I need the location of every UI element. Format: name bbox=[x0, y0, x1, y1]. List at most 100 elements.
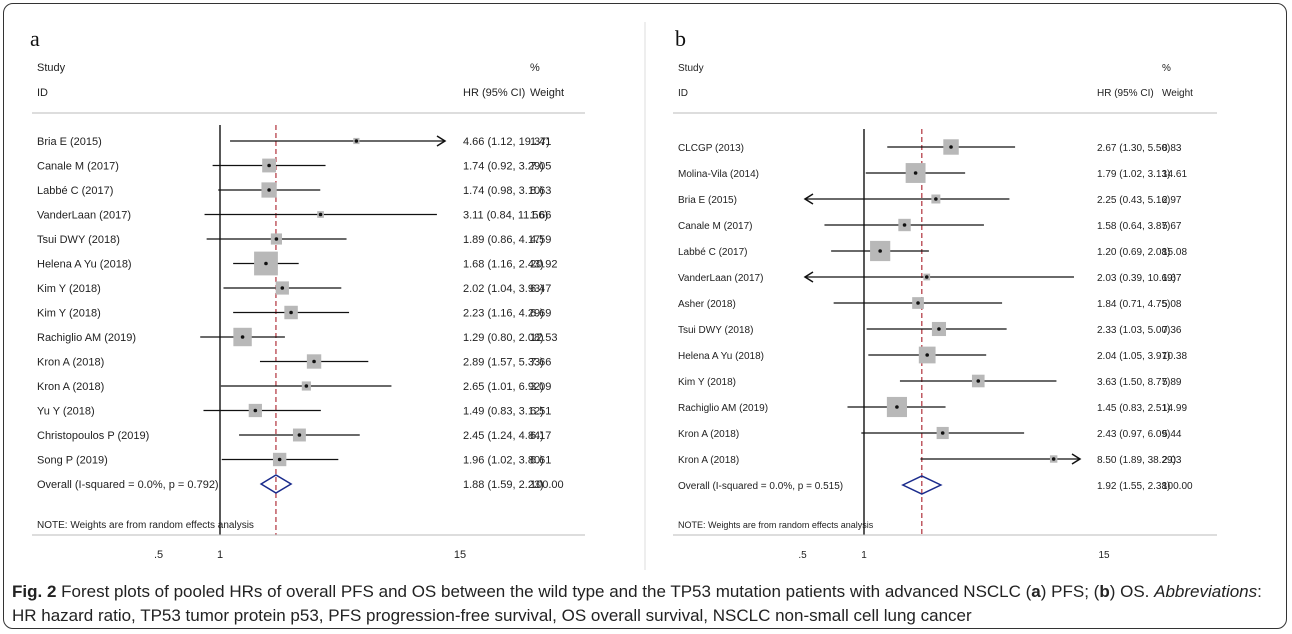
header-hr-ci: HR (95% CI) bbox=[463, 87, 525, 99]
point-estimate bbox=[925, 353, 929, 357]
study-weight: 6.51 bbox=[530, 406, 551, 418]
study-label: Kim Y (2018) bbox=[37, 308, 101, 320]
header-pct: % bbox=[1162, 63, 1171, 74]
point-estimate bbox=[318, 212, 323, 217]
study-weight: 6.17 bbox=[530, 430, 551, 442]
study-label: VanderLaan (2017) bbox=[678, 273, 763, 284]
caption-panel-a: a bbox=[1031, 582, 1041, 601]
weights-note: NOTE: Weights are from random effects an… bbox=[678, 520, 874, 530]
point-estimate bbox=[267, 188, 271, 192]
study-weight: 8.83 bbox=[1162, 143, 1182, 154]
overall-hr-ci: 1.88 (1.59, 2.23) bbox=[463, 479, 544, 491]
ci-arrow-left bbox=[803, 271, 814, 283]
figure-frame bbox=[3, 3, 1287, 629]
study-hr-ci: 1.45 (0.83, 2.51) bbox=[1097, 403, 1170, 414]
point-estimate bbox=[937, 327, 941, 331]
study-hr-ci: 1.74 (0.98, 3.10) bbox=[463, 185, 544, 197]
study-hr-ci: 1.20 (0.69, 2.08) bbox=[1097, 247, 1170, 258]
study-label: Tsui DWY (2018) bbox=[678, 325, 753, 336]
point-estimate bbox=[354, 139, 359, 143]
study-weight: 14.61 bbox=[1162, 169, 1187, 180]
ci-arrow-left bbox=[803, 193, 814, 205]
study-hr-ci: 2.65 (1.01, 6.92) bbox=[463, 381, 544, 393]
study-weight: 1.41 bbox=[530, 136, 551, 148]
point-estimate bbox=[289, 310, 293, 315]
study-hr-ci: 1.68 (1.16, 2.43) bbox=[463, 259, 544, 271]
panel-label-b: b bbox=[675, 26, 686, 51]
caption-abbr-title: Abbreviations bbox=[1154, 582, 1258, 601]
study-label: Kim Y (2018) bbox=[37, 283, 101, 295]
study-hr-ci: 1.96 (1.02, 3.80) bbox=[463, 455, 544, 467]
study-weight: 1.66 bbox=[530, 210, 551, 222]
x-tick-label: 1 bbox=[217, 549, 223, 561]
study-weight: 6.69 bbox=[530, 308, 551, 320]
study-label: CLCGP (2013) bbox=[678, 143, 744, 154]
study-label: VanderLaan (2017) bbox=[37, 210, 131, 222]
study-hr-ci: 2.23 (1.16, 4.29) bbox=[463, 308, 544, 320]
point-estimate bbox=[312, 359, 316, 364]
study-hr-ci: 2.25 (0.43, 5.16) bbox=[1097, 195, 1170, 206]
point-estimate bbox=[913, 171, 918, 175]
study-weight: 7.66 bbox=[530, 357, 551, 369]
overall-weight: 100.00 bbox=[1162, 481, 1193, 492]
point-estimate bbox=[267, 163, 271, 168]
overall-diamond bbox=[259, 474, 293, 494]
study-hr-ci: 2.04 (1.05, 3.97) bbox=[1097, 351, 1170, 362]
point-estimate bbox=[297, 433, 302, 437]
overall-label: Overall (I-squared = 0.0%, p = 0.515) bbox=[678, 481, 843, 492]
figure-caption: Fig. 2 Forest plots of pooled HRs of ove… bbox=[12, 580, 1280, 628]
ci-arrow-right bbox=[436, 135, 447, 147]
panel-label-a: a bbox=[30, 26, 40, 51]
point-estimate bbox=[280, 286, 285, 290]
study-hr-ci: 2.67 (1.30, 5.50) bbox=[1097, 143, 1170, 154]
point-estimate bbox=[940, 431, 945, 435]
study-hr-ci: 1.29 (0.80, 2.08) bbox=[463, 332, 544, 344]
overall-weight: 100.00 bbox=[530, 479, 564, 491]
caption-abbr: : HR hazard ratio, TP53 tumor protein p5… bbox=[12, 582, 1262, 625]
study-hr-ci: 1.84 (0.71, 4.75) bbox=[1097, 299, 1170, 310]
study-weight: 5.89 bbox=[1162, 377, 1182, 388]
overall-hr-ci: 1.92 (1.55, 2.38) bbox=[1097, 481, 1170, 492]
study-label: Kron A (2018) bbox=[678, 455, 739, 466]
study-label: Tsui DWY (2018) bbox=[37, 234, 120, 246]
study-hr-ci: 2.03 (0.39, 10.69) bbox=[1097, 273, 1176, 284]
caption-end: ) OS. bbox=[1109, 582, 1150, 601]
study-label: Labbé C (2017) bbox=[678, 247, 748, 258]
study-weight: 5.08 bbox=[1162, 299, 1182, 310]
study-weight: 15.08 bbox=[1162, 247, 1187, 258]
point-estimate bbox=[916, 301, 920, 305]
study-weight: 2.97 bbox=[1162, 195, 1182, 206]
study-label: Kim Y (2018) bbox=[678, 377, 736, 388]
study-label: Song P (2019) bbox=[37, 455, 108, 467]
study-label: Labbé C (2017) bbox=[37, 185, 113, 197]
header-hr-ci: HR (95% CI) bbox=[1097, 88, 1154, 99]
study-label: Helena A Yu (2018) bbox=[678, 351, 764, 362]
study-weight: 7.05 bbox=[530, 161, 551, 173]
study-hr-ci: 1.49 (0.83, 3.12) bbox=[463, 406, 544, 418]
point-estimate bbox=[934, 197, 938, 201]
study-hr-ci: 1.58 (0.64, 3.87) bbox=[1097, 221, 1170, 232]
header-id: ID bbox=[678, 88, 688, 99]
study-weight: 6.47 bbox=[530, 283, 551, 295]
caption-label: Fig. 2 bbox=[12, 582, 57, 601]
study-weight: 5.44 bbox=[1162, 429, 1182, 440]
caption-mid: ) PFS; ( bbox=[1040, 582, 1100, 601]
study-hr-ci: 1.89 (0.86, 4.17) bbox=[463, 234, 544, 246]
study-hr-ci: 2.89 (1.57, 5.33) bbox=[463, 357, 544, 369]
study-weight: 7.36 bbox=[1162, 325, 1182, 336]
point-estimate bbox=[895, 405, 899, 409]
point-estimate bbox=[1051, 457, 1056, 461]
study-weight: 8.63 bbox=[530, 185, 551, 197]
study-label: Kron A (2018) bbox=[678, 429, 739, 440]
study-label: Bria E (2015) bbox=[678, 195, 737, 206]
x-tick-label: .5 bbox=[798, 550, 807, 561]
overall-label: Overall (I-squared = 0.0%, p = 0.792) bbox=[37, 479, 219, 491]
study-weight: 5.67 bbox=[1162, 221, 1182, 232]
study-weight: 14.99 bbox=[1162, 403, 1187, 414]
study-weight: 20.92 bbox=[530, 259, 558, 271]
study-hr-ci: 1.74 (0.92, 3.29) bbox=[463, 161, 544, 173]
study-weight: 2.03 bbox=[1162, 455, 1182, 466]
study-label: Canale M (2017) bbox=[37, 161, 119, 173]
header-pct: % bbox=[530, 62, 540, 74]
point-estimate bbox=[949, 145, 953, 149]
